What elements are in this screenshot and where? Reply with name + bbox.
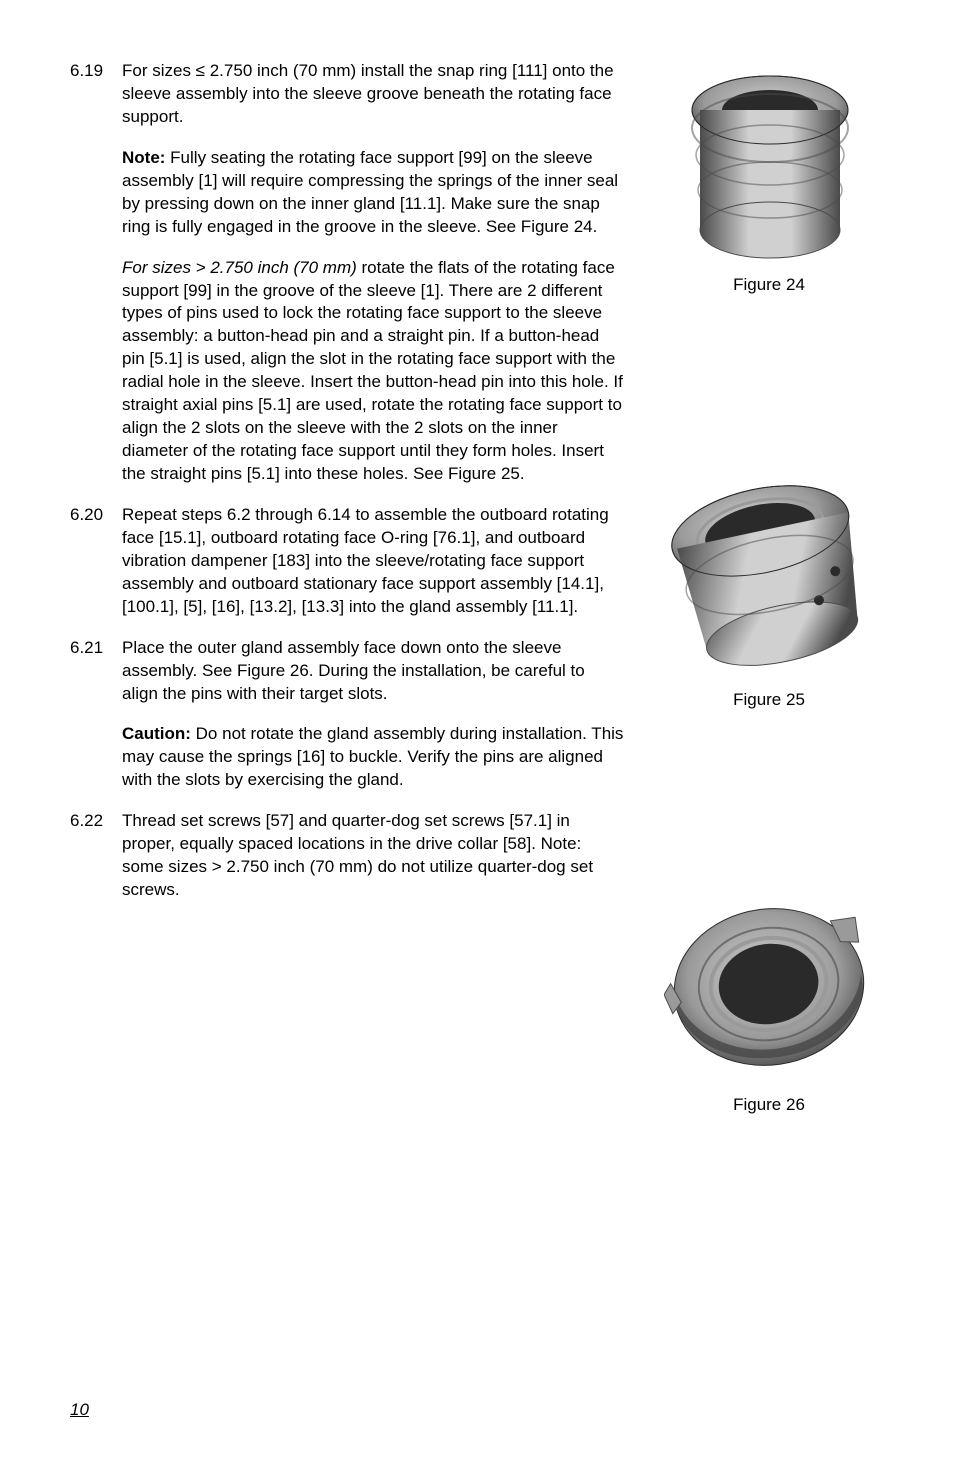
text-segment: rotate the flats of the rotating face su… [122,258,623,483]
text-segment: Repeat steps 6.2 through 6.14 to assembl… [122,505,609,616]
figure-block: Figure 26 [664,890,874,1115]
entry-paragraph: For sizes ≤ 2.750 inch (70 mm) install t… [122,60,624,129]
entry-number: 6.20 [70,504,122,619]
entry-paragraph: Caution: Do not rotate the gland assembl… [122,723,624,792]
text-segment: Thread set screws [57] and quarter-dog s… [122,811,593,899]
text-segment: For sizes ≤ 2.750 inch (70 mm) install t… [122,61,614,126]
figure-image-seal-flat [664,890,874,1085]
text-segment: Caution: [122,724,196,743]
entry-paragraph: Thread set screws [57] and quarter-dog s… [122,810,624,902]
entry-body: Thread set screws [57] and quarter-dog s… [122,810,624,902]
text-segment: Place the outer gland assembly face down… [122,638,585,703]
entry-body: For sizes ≤ 2.750 inch (70 mm) install t… [122,60,624,486]
figure-caption: Figure 25 [733,690,805,710]
figure-image-seal-angle [662,465,877,680]
figure-image [682,60,857,265]
instruction-entry: 6.21Place the outer gland assembly face … [70,637,624,793]
figure-block: Figure 24 [682,60,857,295]
entry-paragraph: For sizes > 2.750 inch (70 mm) rotate th… [122,257,624,486]
page-number: 10 [70,1400,89,1420]
figure-caption: Figure 24 [733,275,805,295]
entry-number: 6.21 [70,637,122,793]
text-segment: For sizes > 2.750 inch (70 mm) [122,258,362,277]
figure-image [664,890,874,1085]
instruction-entry: 6.19For sizes ≤ 2.750 inch (70 mm) insta… [70,60,624,486]
figure-image [662,465,877,680]
entry-body: Place the outer gland assembly face down… [122,637,624,793]
figure-image-seal-top [682,60,857,265]
entry-number: 6.19 [70,60,122,486]
instruction-entry: 6.20Repeat steps 6.2 through 6.14 to ass… [70,504,624,619]
figure-caption: Figure 26 [733,1095,805,1115]
instruction-entry: 6.22Thread set screws [57] and quarter-d… [70,810,624,902]
entry-body: Repeat steps 6.2 through 6.14 to assembl… [122,504,624,619]
text-segment: Do not rotate the gland assembly during … [122,724,623,789]
text-segment: Fully seating the rotating face support … [122,148,618,236]
figure-block: Figure 25 [662,465,877,710]
entry-paragraph: Note: Fully seating the rotating face su… [122,147,624,239]
entry-paragraph: Repeat steps 6.2 through 6.14 to assembl… [122,504,624,619]
text-segment: Note: [122,148,170,167]
entry-number: 6.22 [70,810,122,902]
entry-paragraph: Place the outer gland assembly face down… [122,637,624,706]
